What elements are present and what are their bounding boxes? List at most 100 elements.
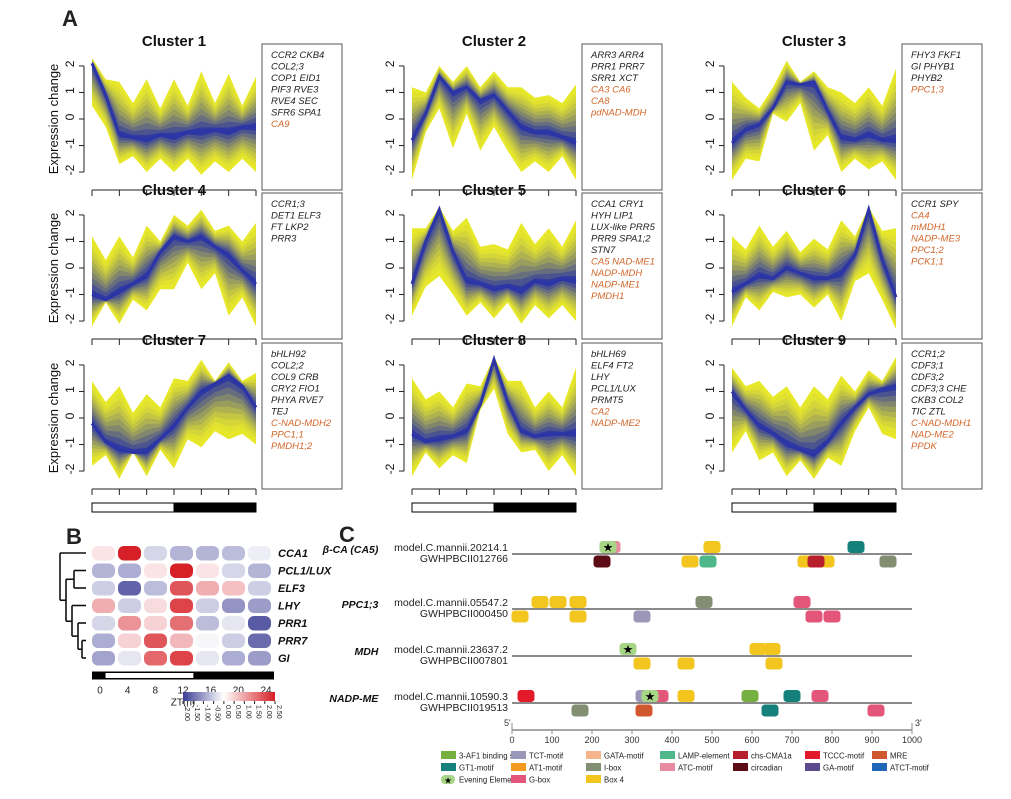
legend-swatch <box>733 763 748 771</box>
light-period-bar <box>411 502 495 513</box>
y-tick-label: 0 <box>703 113 717 120</box>
color-scale-label: -1.50 <box>193 705 200 721</box>
gene-label-clock: RVE4 SEC <box>271 96 318 107</box>
legend-label: TCT-motif <box>529 752 564 761</box>
y-tick-label: 1 <box>63 386 77 393</box>
legend-label: circadian <box>751 764 782 773</box>
expression-band <box>732 78 896 150</box>
cluster-title: Cluster 6 <box>782 182 846 199</box>
expression-band <box>412 209 576 298</box>
x-tick-label: 8 <box>143 517 150 520</box>
gene-name: NADP-ME <box>329 693 379 705</box>
legend-item: Box 4 <box>586 775 625 785</box>
cluster-centroid-line <box>411 354 576 444</box>
motif-box <box>681 555 699 568</box>
heatmap-cell <box>118 563 141 578</box>
heatmap-cell <box>118 633 141 648</box>
gene-label-clock: COL2;2 <box>271 361 304 372</box>
cluster-title: Cluster 7 <box>142 332 206 349</box>
y-tick-label: -1 <box>383 437 397 448</box>
color-scale-label: 2.50 <box>275 705 282 719</box>
legend-item: ★ Evening Element <box>441 775 519 786</box>
gene-model-id: model.C.mannii.20214.1 <box>394 542 508 554</box>
gene-label-photosynthesis: NADP-ME2 <box>591 418 641 429</box>
gene-label-photosynthesis: C-NAD-MDH1 <box>911 418 971 429</box>
motif-box <box>797 555 815 568</box>
x-tick-label: 4 <box>116 517 123 520</box>
gene-list-box <box>261 43 343 191</box>
gene-label-clock: DET1 ELF3 <box>271 211 321 222</box>
y-tick-label: 0 <box>703 262 717 269</box>
heatmap-cell <box>196 633 219 648</box>
x-tick-label: 12 <box>487 517 501 520</box>
gene-list-box <box>581 342 663 490</box>
motif-box <box>569 596 587 608</box>
gene-label-clock: FHY3 FKF1 <box>911 50 961 61</box>
gene-label-clock: SFR6 SPA1 <box>271 108 322 119</box>
motif-box <box>635 704 653 717</box>
legend-item: I-box <box>586 763 621 773</box>
cluster-title: Cluster 4 <box>142 182 207 199</box>
motif-box <box>783 690 801 702</box>
x-tick-label: 20 <box>541 517 555 520</box>
x-tick-label: 0 <box>728 517 735 520</box>
y-tick-label: -1 <box>703 287 717 298</box>
promoter-row: model.C.mannii.20214.1GWHPBCII012766β-CA… <box>322 541 912 568</box>
legend-label: G-box <box>529 776 550 785</box>
x-tick-label: 20 <box>861 517 875 520</box>
gene-label-photosynthesis: PPDK <box>911 441 938 452</box>
motif-box <box>569 610 587 623</box>
gene-label-clock: CRY2 FIO1 <box>271 384 320 395</box>
gene-list-box <box>581 192 663 340</box>
gene-label-clock: CDF3;1 <box>911 361 944 372</box>
legend-swatch <box>660 751 675 759</box>
light-period-bar <box>731 502 815 513</box>
heatmap-cell <box>196 651 219 666</box>
motif-box <box>817 555 835 568</box>
expression-band <box>732 208 896 313</box>
heatmap-cell <box>222 651 245 666</box>
legend-item: TCCC-motif <box>805 751 865 761</box>
legend-label: GA-motif <box>823 764 855 773</box>
expression-band <box>732 208 896 307</box>
cluster-title: Cluster 2 <box>462 33 526 50</box>
motif-box <box>761 704 779 717</box>
color-scale-label: -1.00 <box>203 705 210 721</box>
heatmap-cell <box>144 546 167 561</box>
legend-label: ATC-motif <box>678 764 713 773</box>
heatmap-cell <box>170 651 193 666</box>
motif-box <box>599 541 617 553</box>
gene-name: MDH <box>354 646 378 658</box>
gene-label-clock: TEJ <box>271 407 288 418</box>
heatmap-cell <box>118 598 141 613</box>
motif-box <box>531 596 549 608</box>
axis-tick-label: 200 <box>584 735 599 745</box>
legend-label: MRE <box>890 752 907 761</box>
y-tick-label: -1 <box>383 138 397 149</box>
heatmap-cell <box>248 546 271 561</box>
gene-label-clock: COL2;3 <box>271 62 304 73</box>
gene-label-clock: LUX-like PRR5 <box>591 222 656 233</box>
heatmap-cell <box>170 546 193 561</box>
gene-label-photosynthesis: CA8 <box>591 96 610 107</box>
gene-label-clock: PRR9 SPA1;2 <box>591 234 651 245</box>
x-tick-label: 4 <box>436 517 443 520</box>
y-tick-label: -2 <box>383 463 397 474</box>
gene-label-photosynthesis: PMDH1 <box>591 291 624 302</box>
motif-box <box>807 555 825 568</box>
gene-label-clock: PCL1/LUX <box>591 384 637 395</box>
legend-swatch <box>511 763 526 771</box>
y-tick-label: 1 <box>63 87 77 94</box>
y-tick-label: -2 <box>63 164 77 175</box>
y-tick-label: 0 <box>63 113 77 120</box>
y-tick-label: 1 <box>63 236 77 243</box>
heatmap-cell <box>144 651 167 666</box>
legend-label: ATCT-motif <box>890 764 930 773</box>
gene-model-id: model.C.mannii.05547.2 <box>394 597 508 609</box>
motif-box <box>793 596 811 608</box>
